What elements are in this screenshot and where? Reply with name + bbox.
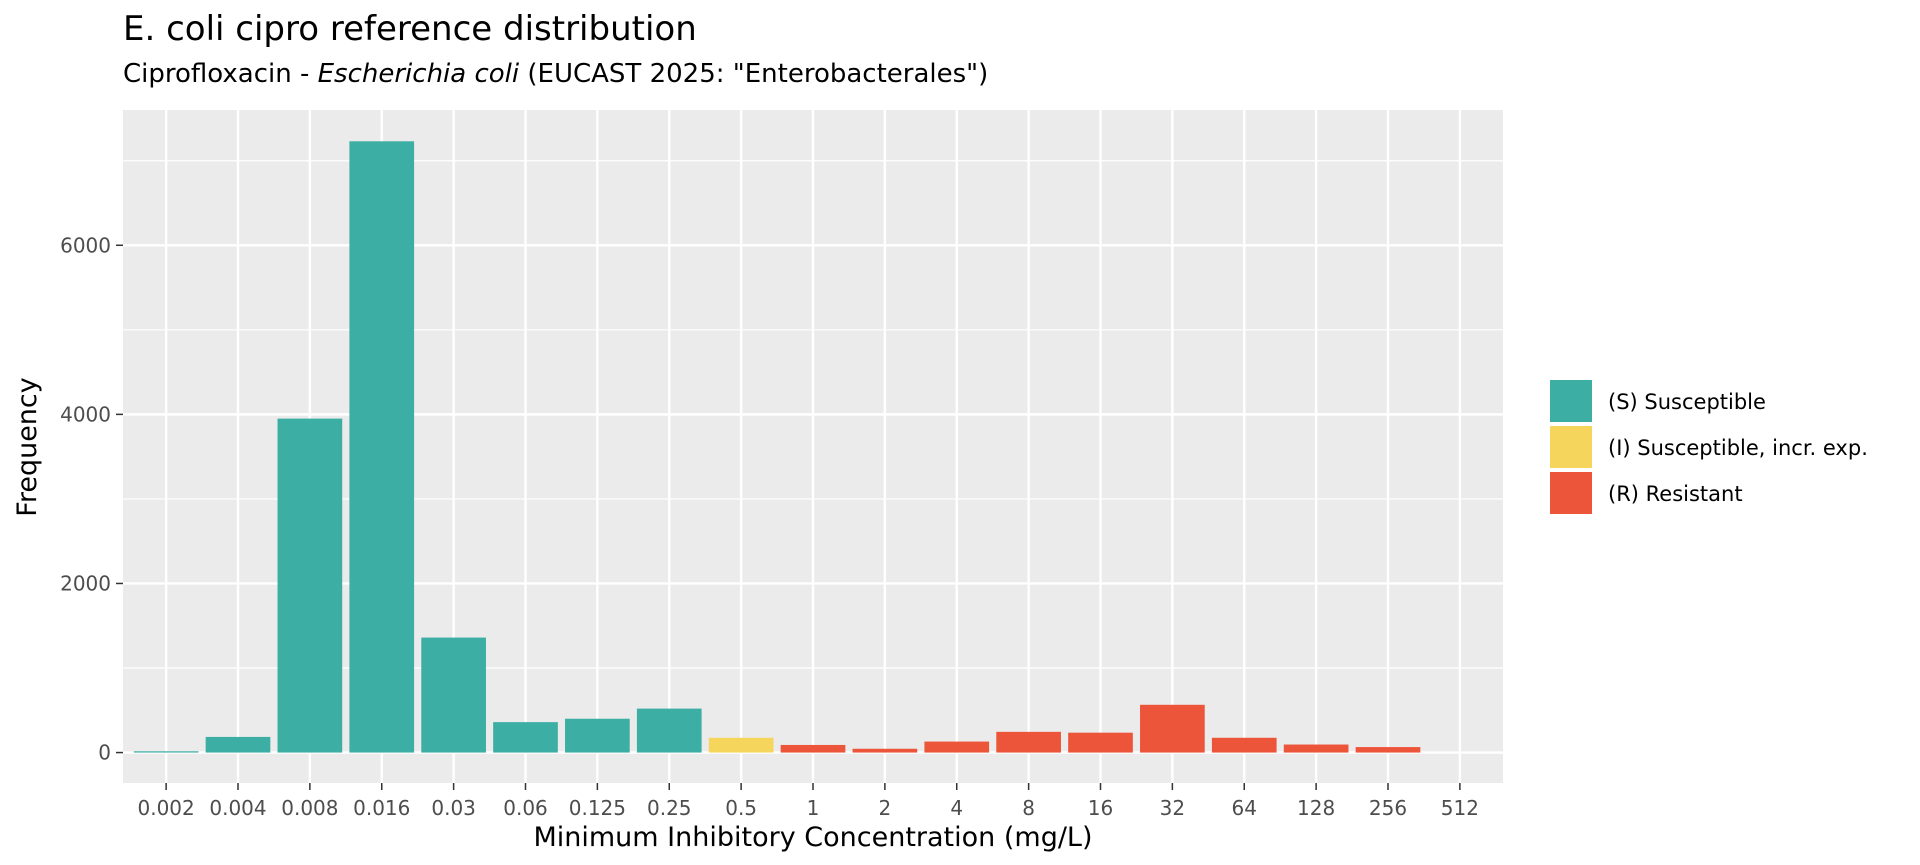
- x-tick-label: 0.004: [209, 796, 266, 820]
- legend: (S) Susceptible (I) Susceptible, incr. ex…: [1548, 378, 1868, 516]
- x-axis: 0.002 0.004 0.008 0.016 0.03 0.06 0.125 0.25 0.5…: [137, 783, 1479, 820]
- bar-1: [780, 744, 846, 753]
- x-tick-label: 256: [1369, 796, 1407, 820]
- x-tick-label: 128: [1297, 796, 1335, 820]
- x-tick-label: 0.016: [353, 796, 410, 820]
- bar-256: [1355, 747, 1421, 753]
- x-tick-label: 2: [879, 796, 892, 820]
- subtitle-organism: Escherichia coli: [318, 59, 520, 89]
- x-tick-label: 0.5: [725, 796, 757, 820]
- legend-key-I: [1548, 424, 1594, 470]
- bar-4: [924, 741, 990, 753]
- bar-0.008: [277, 418, 343, 753]
- x-tick-label: 1: [807, 796, 820, 820]
- chart-subtitle: Ciprofloxacin - Escherichia coli (EUCAST…: [123, 59, 988, 89]
- y-axis-title: Frequency: [12, 377, 43, 517]
- subtitle-suffix: (EUCAST 2025: "Enterobacterales"): [519, 59, 988, 89]
- legend-label-S: (S) Susceptible: [1608, 390, 1766, 414]
- bar-16: [1068, 732, 1133, 753]
- x-tick-label: 0.03: [431, 796, 476, 820]
- y-tick-label: 4000: [60, 402, 111, 426]
- bar-0.004: [205, 736, 271, 753]
- y-axis: 0 2000 4000 6000: [60, 233, 123, 765]
- y-tick-label: 6000: [60, 233, 111, 257]
- bar-0.03: [421, 637, 486, 753]
- subtitle-prefix: Ciprofloxacin -: [123, 59, 318, 89]
- bar-2: [852, 748, 918, 753]
- y-tick-label: 0: [98, 741, 111, 765]
- bar-0.5: [708, 737, 774, 753]
- x-tick-label: 0.002: [137, 796, 194, 820]
- bar-0.06: [493, 722, 558, 753]
- x-tick-label: 0.008: [281, 796, 338, 820]
- x-axis-title: Minimum Inhibitory Concentration (mg/L): [533, 822, 1092, 853]
- x-tick-label: 0.06: [503, 796, 548, 820]
- bar-32: [1140, 704, 1205, 753]
- chart-title: E. coli cipro reference distribution: [123, 9, 697, 49]
- bar-0.25: [636, 708, 702, 753]
- bar-8: [996, 731, 1061, 753]
- x-tick-label: 64: [1232, 796, 1257, 820]
- legend-key-S: [1548, 378, 1594, 424]
- legend-label-I: (I) Susceptible, incr. exp.: [1608, 436, 1868, 460]
- x-tick-label: 4: [950, 796, 963, 820]
- bar-128: [1283, 744, 1349, 753]
- bar-0.002: [133, 751, 199, 753]
- bar-64: [1211, 737, 1277, 753]
- x-tick-label: 512: [1441, 796, 1479, 820]
- legend-key-R: [1548, 470, 1594, 516]
- x-tick-label: 0.25: [647, 796, 692, 820]
- x-tick-label: 0.125: [569, 796, 626, 820]
- y-tick-label: 2000: [60, 571, 111, 595]
- bars: [133, 141, 1421, 753]
- bar-0.016: [349, 141, 415, 753]
- x-tick-label: 8: [1022, 796, 1035, 820]
- x-tick-label: 16: [1088, 796, 1113, 820]
- bar-0.125: [565, 718, 630, 753]
- x-tick-label: 32: [1160, 796, 1185, 820]
- legend-label-R: (R) Resistant: [1608, 482, 1743, 506]
